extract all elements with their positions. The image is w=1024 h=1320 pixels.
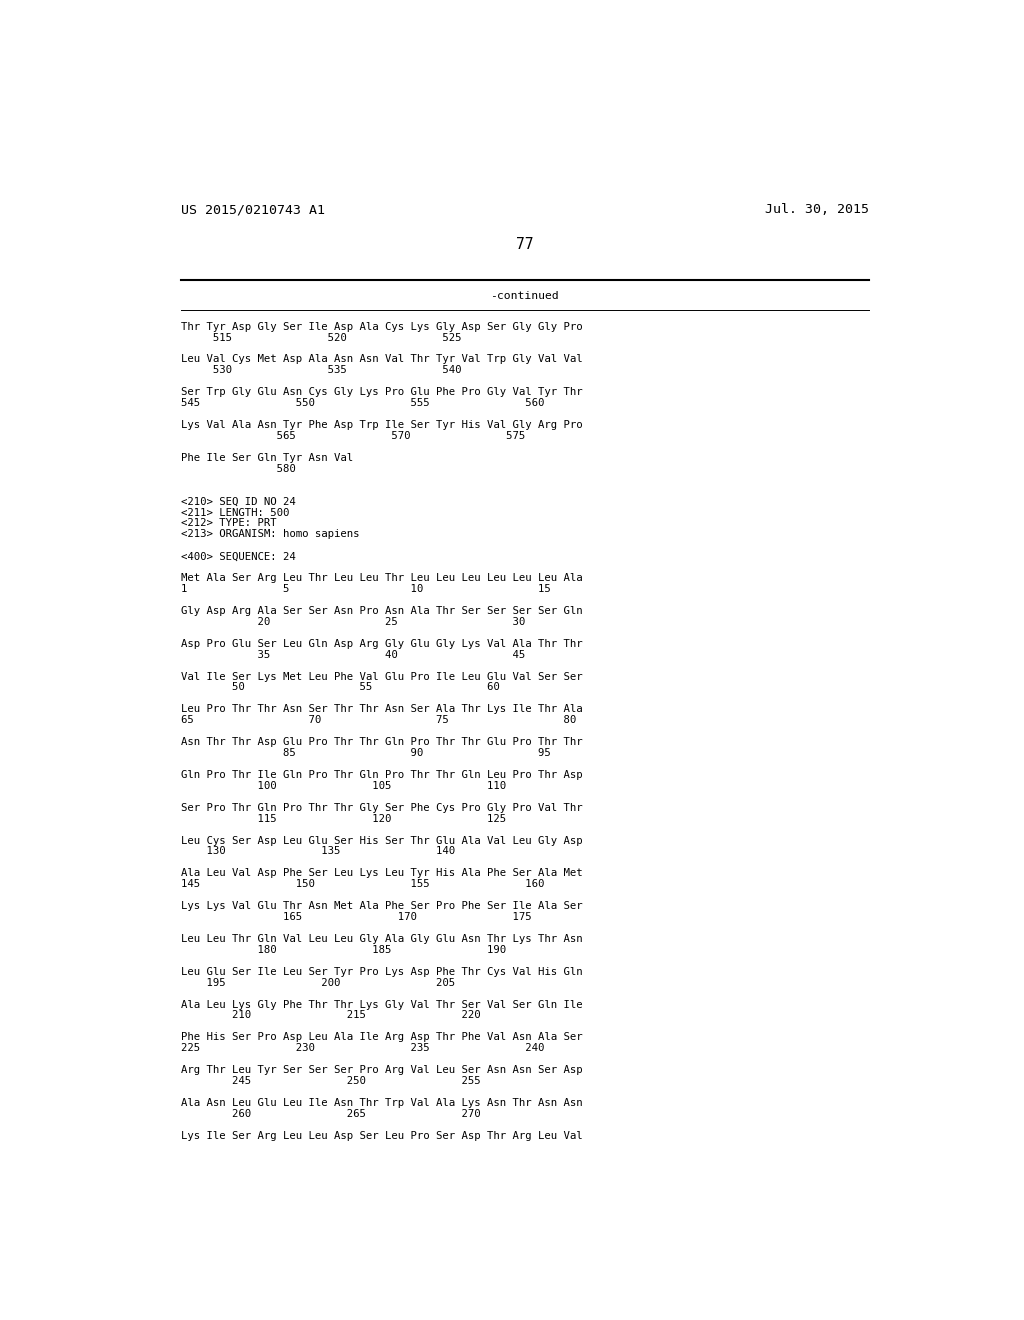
Text: Met Ala Ser Arg Leu Thr Leu Leu Thr Leu Leu Leu Leu Leu Leu Ala: Met Ala Ser Arg Leu Thr Leu Leu Thr Leu … <box>180 573 583 583</box>
Text: Jul. 30, 2015: Jul. 30, 2015 <box>765 203 869 216</box>
Text: Gln Pro Thr Ile Gln Pro Thr Gln Pro Thr Thr Gln Leu Pro Thr Asp: Gln Pro Thr Ile Gln Pro Thr Gln Pro Thr … <box>180 770 583 780</box>
Text: Arg Thr Leu Tyr Ser Ser Ser Pro Arg Val Leu Ser Asn Asn Ser Asp: Arg Thr Leu Tyr Ser Ser Ser Pro Arg Val … <box>180 1065 583 1076</box>
Text: 50                  55                  60: 50 55 60 <box>180 682 500 693</box>
Text: 100               105               110: 100 105 110 <box>180 781 506 791</box>
Text: 260               265               270: 260 265 270 <box>180 1109 480 1119</box>
Text: Gly Asp Arg Ala Ser Ser Asn Pro Asn Ala Thr Ser Ser Ser Ser Gln: Gly Asp Arg Ala Ser Ser Asn Pro Asn Ala … <box>180 606 583 616</box>
Text: 1               5                   10                  15: 1 5 10 15 <box>180 583 551 594</box>
Text: 130               135               140: 130 135 140 <box>180 846 455 857</box>
Text: 77: 77 <box>516 238 534 252</box>
Text: Leu Glu Ser Ile Leu Ser Tyr Pro Lys Asp Phe Thr Cys Val His Gln: Leu Glu Ser Ile Leu Ser Tyr Pro Lys Asp … <box>180 966 583 977</box>
Text: 580: 580 <box>180 463 296 474</box>
Text: 225               230               235               240: 225 230 235 240 <box>180 1043 544 1053</box>
Text: Ser Trp Gly Glu Asn Cys Gly Lys Pro Glu Phe Pro Gly Val Tyr Thr: Ser Trp Gly Glu Asn Cys Gly Lys Pro Glu … <box>180 387 583 397</box>
Text: 145               150               155               160: 145 150 155 160 <box>180 879 544 890</box>
Text: 210               215               220: 210 215 220 <box>180 1011 480 1020</box>
Text: Lys Val Ala Asn Tyr Phe Asp Trp Ile Ser Tyr His Val Gly Arg Pro: Lys Val Ala Asn Tyr Phe Asp Trp Ile Ser … <box>180 420 583 430</box>
Text: Asp Pro Glu Ser Leu Gln Asp Arg Gly Glu Gly Lys Val Ala Thr Thr: Asp Pro Glu Ser Leu Gln Asp Arg Gly Glu … <box>180 639 583 648</box>
Text: Lys Lys Val Glu Thr Asn Met Ala Phe Ser Pro Phe Ser Ile Ala Ser: Lys Lys Val Glu Thr Asn Met Ala Phe Ser … <box>180 902 583 911</box>
Text: 115               120               125: 115 120 125 <box>180 813 506 824</box>
Text: US 2015/0210743 A1: US 2015/0210743 A1 <box>180 203 325 216</box>
Text: Leu Leu Thr Gln Val Leu Leu Gly Ala Gly Glu Asn Thr Lys Thr Asn: Leu Leu Thr Gln Val Leu Leu Gly Ala Gly … <box>180 935 583 944</box>
Text: 20                  25                  30: 20 25 30 <box>180 616 525 627</box>
Text: <212> TYPE: PRT: <212> TYPE: PRT <box>180 519 276 528</box>
Text: Val Ile Ser Lys Met Leu Phe Val Glu Pro Ile Leu Glu Val Ser Ser: Val Ile Ser Lys Met Leu Phe Val Glu Pro … <box>180 672 583 681</box>
Text: -continued: -continued <box>490 290 559 301</box>
Text: 515               520               525: 515 520 525 <box>180 333 461 343</box>
Text: 180               185               190: 180 185 190 <box>180 945 506 954</box>
Text: 530               535               540: 530 535 540 <box>180 366 461 375</box>
Text: 35                  40                  45: 35 40 45 <box>180 649 525 660</box>
Text: Leu Pro Thr Thr Asn Ser Thr Thr Asn Ser Ala Thr Lys Ile Thr Ala: Leu Pro Thr Thr Asn Ser Thr Thr Asn Ser … <box>180 705 583 714</box>
Text: Thr Tyr Asp Gly Ser Ile Asp Ala Cys Lys Gly Asp Ser Gly Gly Pro: Thr Tyr Asp Gly Ser Ile Asp Ala Cys Lys … <box>180 322 583 331</box>
Text: 65                  70                  75                  80: 65 70 75 80 <box>180 715 575 725</box>
Text: <211> LENGTH: 500: <211> LENGTH: 500 <box>180 507 289 517</box>
Text: Leu Val Cys Met Asp Ala Asn Asn Val Thr Tyr Val Trp Gly Val Val: Leu Val Cys Met Asp Ala Asn Asn Val Thr … <box>180 355 583 364</box>
Text: Ala Leu Lys Gly Phe Thr Thr Lys Gly Val Thr Ser Val Ser Gln Ile: Ala Leu Lys Gly Phe Thr Thr Lys Gly Val … <box>180 999 583 1010</box>
Text: Ala Asn Leu Glu Leu Ile Asn Thr Trp Val Ala Lys Asn Thr Asn Asn: Ala Asn Leu Glu Leu Ile Asn Thr Trp Val … <box>180 1098 583 1107</box>
Text: <400> SEQUENCE: 24: <400> SEQUENCE: 24 <box>180 552 296 561</box>
Text: Phe His Ser Pro Asp Leu Ala Ile Arg Asp Thr Phe Val Asn Ala Ser: Phe His Ser Pro Asp Leu Ala Ile Arg Asp … <box>180 1032 583 1043</box>
Text: 195               200               205: 195 200 205 <box>180 978 455 987</box>
Text: Ser Pro Thr Gln Pro Thr Thr Gly Ser Phe Cys Pro Gly Pro Val Thr: Ser Pro Thr Gln Pro Thr Thr Gly Ser Phe … <box>180 803 583 813</box>
Text: Asn Thr Thr Asp Glu Pro Thr Thr Gln Pro Thr Thr Glu Pro Thr Thr: Asn Thr Thr Asp Glu Pro Thr Thr Gln Pro … <box>180 737 583 747</box>
Text: Lys Ile Ser Arg Leu Leu Asp Ser Leu Pro Ser Asp Thr Arg Leu Val: Lys Ile Ser Arg Leu Leu Asp Ser Leu Pro … <box>180 1131 583 1140</box>
Text: Phe Ile Ser Gln Tyr Asn Val: Phe Ile Ser Gln Tyr Asn Val <box>180 453 353 463</box>
Text: <213> ORGANISM: homo sapiens: <213> ORGANISM: homo sapiens <box>180 529 359 540</box>
Text: 565               570               575: 565 570 575 <box>180 432 525 441</box>
Text: 165               170               175: 165 170 175 <box>180 912 531 923</box>
Text: Ala Leu Val Asp Phe Ser Leu Lys Leu Tyr His Ala Phe Ser Ala Met: Ala Leu Val Asp Phe Ser Leu Lys Leu Tyr … <box>180 869 583 878</box>
Text: Leu Cys Ser Asp Leu Glu Ser His Ser Thr Glu Ala Val Leu Gly Asp: Leu Cys Ser Asp Leu Glu Ser His Ser Thr … <box>180 836 583 846</box>
Text: 545               550               555               560: 545 550 555 560 <box>180 399 544 408</box>
Text: 245               250               255: 245 250 255 <box>180 1076 480 1086</box>
Text: <210> SEQ ID NO 24: <210> SEQ ID NO 24 <box>180 496 296 507</box>
Text: 85                  90                  95: 85 90 95 <box>180 748 551 758</box>
